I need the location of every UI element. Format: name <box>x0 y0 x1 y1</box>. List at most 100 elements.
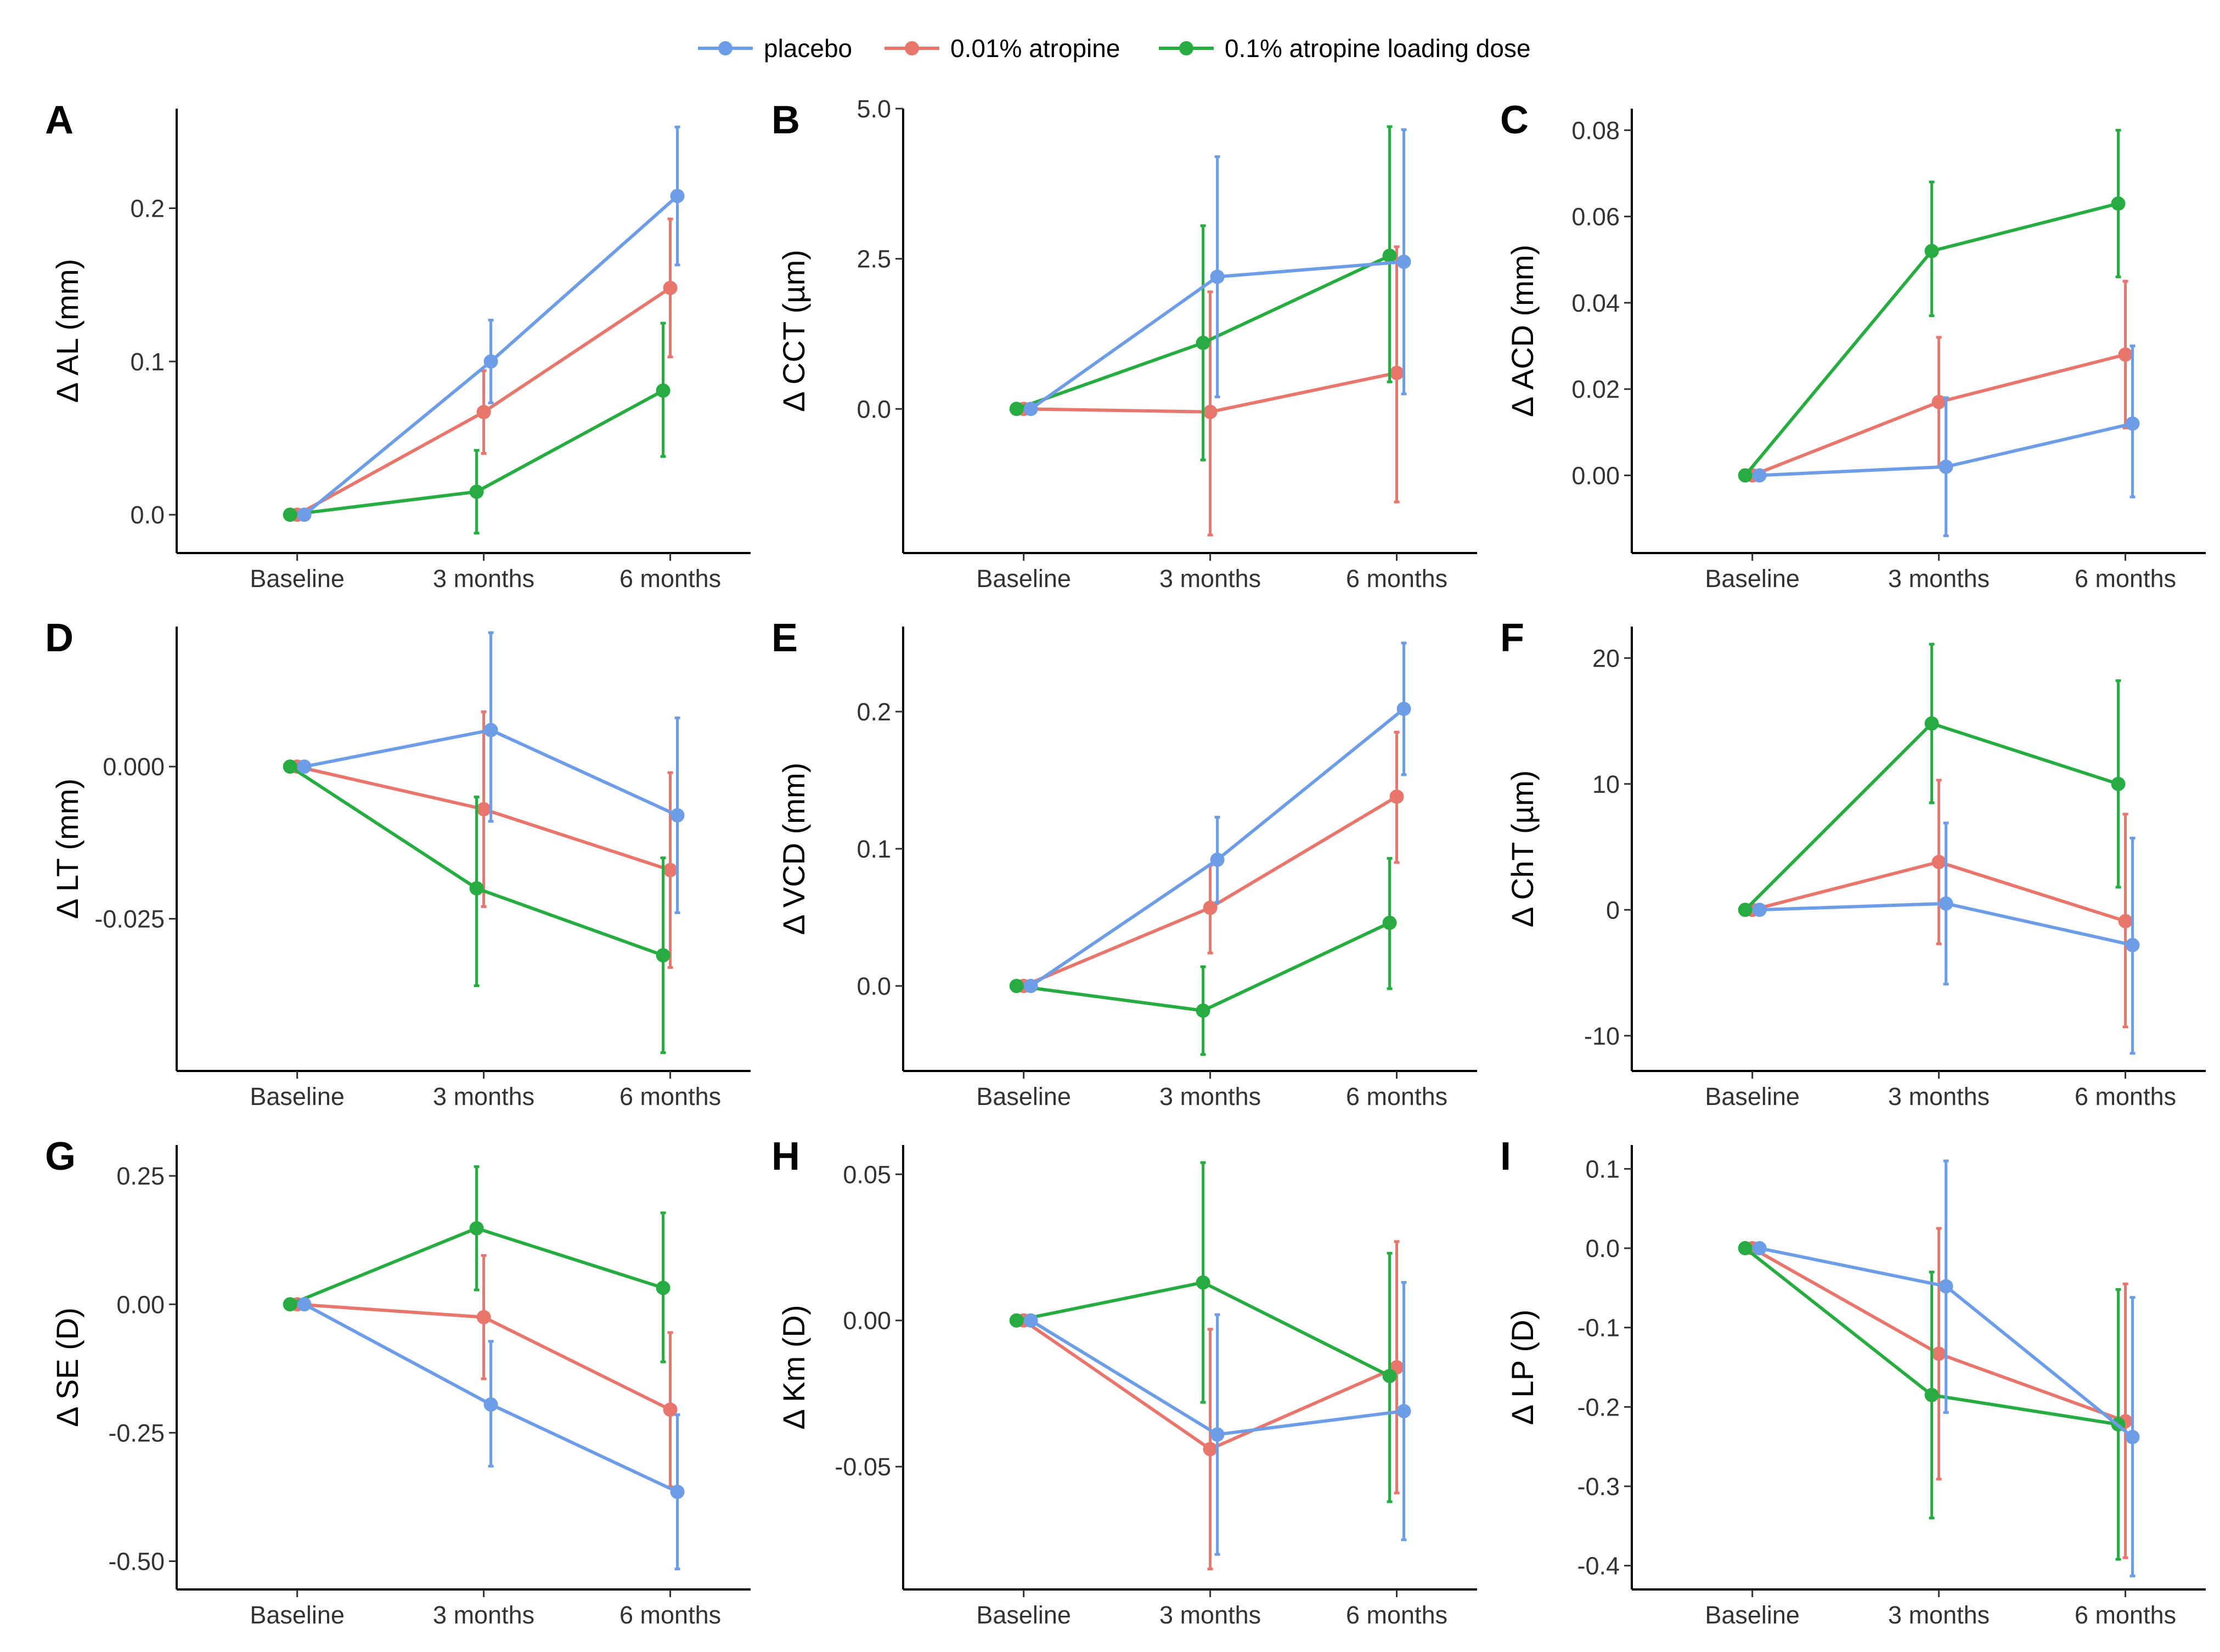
data-point <box>476 802 491 816</box>
data-point <box>1931 394 1946 409</box>
panel-letter: D <box>45 616 74 660</box>
y-tick-label: -0.025 <box>94 905 165 933</box>
y-tick-label: 0.04 <box>1571 289 1620 317</box>
x-tick-label: Baseline <box>1705 565 1800 593</box>
panel-letter: B <box>771 98 800 142</box>
series-placebo <box>297 1297 685 1571</box>
y-tick-label: 0.05 <box>843 1160 891 1188</box>
x-tick-label: 3 months <box>1888 565 1990 593</box>
data-point <box>1382 916 1397 930</box>
legend-label: placebo <box>764 34 852 63</box>
data-point <box>476 405 491 420</box>
chart-panel-e: E Δ VCD (mm) 0.0 0.1 0.2 Baseline 3 months 6 mo… <box>771 616 1477 1110</box>
data-point <box>483 723 498 737</box>
data-point <box>2118 914 2133 928</box>
x-tick-label: 6 months <box>2075 565 2176 593</box>
y-axis-title: Δ ChT (µm) <box>1505 770 1540 927</box>
series-0-1-atropine-loading-dose <box>283 759 670 1055</box>
data-point <box>1009 402 1024 416</box>
data-point <box>1939 459 1953 474</box>
series-0-01-atropine <box>1016 245 1404 537</box>
data-point <box>1924 716 1939 731</box>
y-tick-label: -0.25 <box>108 1419 165 1447</box>
series-0-1-atropine-loading-dose <box>1738 642 2126 917</box>
x-tick-label: 6 months <box>1346 1601 1447 1629</box>
data-point <box>2125 938 2140 952</box>
chart-panel-g: G Δ SE (D) 0.25 0.00 -0.25 -0.50 Baseline 3 mon… <box>45 1135 751 1629</box>
chart-panel-h: H Δ Km (D) 0.05 0.00 -0.05 Baseline 3 months 6 … <box>771 1135 1477 1629</box>
data-point <box>1023 979 1038 993</box>
y-tick-label: -0.1 <box>1577 1314 1620 1342</box>
data-point <box>656 1281 670 1295</box>
y-axis-title: Δ ACD (mm) <box>1505 245 1540 417</box>
chart-panel-f: F Δ ChT (µm) 20 10 0 -10 Baseline 3 months 6 mon… <box>1500 616 2206 1110</box>
y-tick-label: 0.02 <box>1571 375 1620 403</box>
series-placebo <box>1023 1281 1411 1556</box>
series-0-01-atropine <box>290 1254 678 1489</box>
data-point <box>283 508 297 522</box>
data-point <box>1210 853 1225 867</box>
data-point <box>670 1485 685 1499</box>
panels: A Δ AL (mm) 0.0 0.1 0.2 Baseline 3 months 6 mon… <box>45 95 2206 1629</box>
data-point <box>1752 903 1767 917</box>
x-tick-label: 6 months <box>619 565 721 593</box>
series-0-1-atropine-loading-dose <box>283 322 670 535</box>
y-tick-label: 0.2 <box>857 698 891 726</box>
y-axis-title: Δ Km (D) <box>776 1305 811 1429</box>
data-point <box>2125 1430 2140 1445</box>
panel-letter: C <box>1500 98 1529 142</box>
data-point <box>1023 1313 1038 1328</box>
y-tick-label: 0.0 <box>857 972 891 1000</box>
x-tick-label: Baseline <box>976 1601 1071 1629</box>
panel-letter: F <box>1500 616 1524 660</box>
data-point <box>1009 1313 1024 1328</box>
legend-item-0.1-atropine-loading-dose: 0.1% atropine loading dose <box>1159 34 1531 63</box>
y-axis-title: Δ SE (D) <box>50 1307 84 1427</box>
legend-item-placebo: placebo <box>698 34 852 63</box>
x-tick-label: Baseline <box>1705 1082 1800 1110</box>
panel-letter: A <box>45 98 74 142</box>
x-tick-label: 6 months <box>2075 1082 2176 1110</box>
series-placebo <box>1023 641 1411 993</box>
panel-letter: I <box>1500 1135 1511 1179</box>
series-placebo <box>1752 1159 2140 1577</box>
y-tick-label: 0.00 <box>1571 461 1620 489</box>
data-point <box>1738 1241 1753 1256</box>
x-tick-label: Baseline <box>976 565 1071 593</box>
data-point <box>1203 1442 1218 1457</box>
x-tick-label: 6 months <box>619 1601 721 1629</box>
legend: placebo 0.01% atropine 0.1% atropine loa… <box>698 34 1531 63</box>
legend-item-0.01-atropine: 0.01% atropine <box>884 34 1120 63</box>
data-point <box>1203 404 1218 419</box>
y-tick-label: 0.1 <box>130 348 165 376</box>
data-point <box>1924 1388 1939 1402</box>
x-tick-label: 3 months <box>1888 1601 1990 1629</box>
chart-panel-c: C Δ ACD (mm) 0.00 0.02 0.04 0.06 0.08 Baseline 3… <box>1500 98 2206 593</box>
y-tick-label: 0.2 <box>130 195 165 223</box>
series-0-01-atropine <box>1016 1240 1404 1571</box>
y-tick-label: 0.1 <box>1585 1155 1620 1183</box>
data-point <box>1738 903 1753 917</box>
data-point <box>1931 1346 1946 1361</box>
y-axis-title: Δ VCD (mm) <box>776 763 811 935</box>
series-0-1-atropine-loading-dose <box>1009 857 1397 1056</box>
data-point <box>1738 468 1753 483</box>
y-tick-label: -0.50 <box>108 1547 165 1575</box>
data-point <box>1396 702 1411 716</box>
data-point <box>1939 1279 1953 1294</box>
series-0-1-atropine-loading-dose <box>1009 125 1397 461</box>
panel-letter: H <box>771 1135 800 1179</box>
data-point <box>1389 365 1404 380</box>
data-point <box>670 189 685 204</box>
y-axis-title: Δ LT (mm) <box>50 779 84 919</box>
x-tick-label: 6 months <box>1346 1082 1447 1110</box>
data-point <box>2125 416 2140 431</box>
y-tick-label: 2.5 <box>857 245 891 273</box>
y-tick-label: 20 <box>1592 644 1620 672</box>
data-point <box>1210 1427 1225 1442</box>
x-tick-label: Baseline <box>250 565 345 593</box>
series-0-01-atropine <box>1745 1227 2133 1559</box>
data-point <box>663 280 678 295</box>
panel-letter: G <box>45 1135 76 1179</box>
